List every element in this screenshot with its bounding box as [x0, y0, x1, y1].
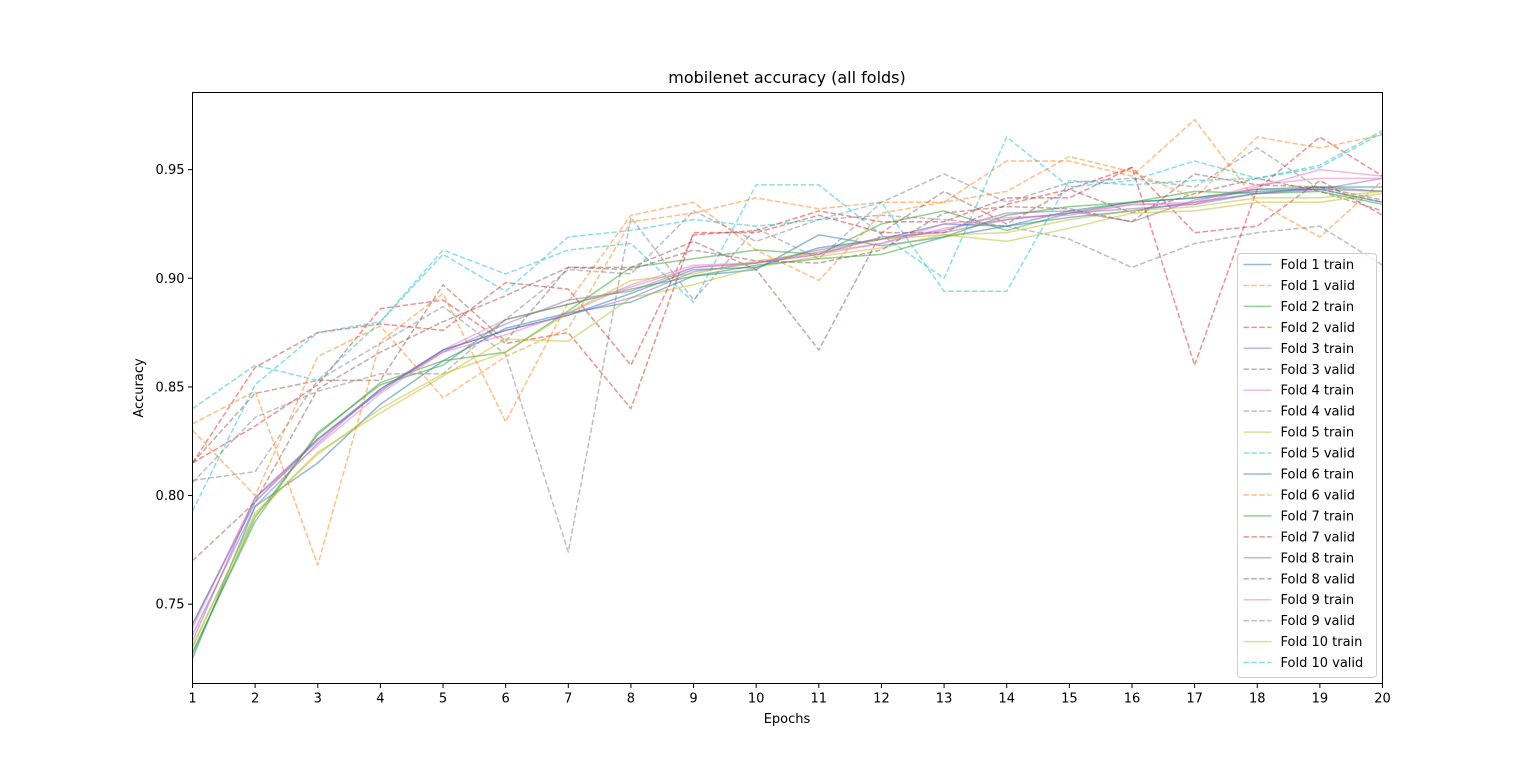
x-tick-label: 19 [1312, 692, 1329, 707]
x-tick-label: 2 [251, 692, 259, 707]
series-line-11 [191, 188, 1383, 625]
x-tick-label: 3 [314, 692, 322, 707]
series-line-6 [191, 177, 1383, 464]
legend-label: Fold 5 train [1281, 426, 1355, 441]
legend-label: Fold 1 valid [1281, 279, 1356, 294]
y-tick-label: 0.75 [156, 598, 185, 613]
x-tick-label: 6 [502, 692, 510, 707]
legend-label: Fold 9 train [1281, 593, 1355, 608]
legend-label: Fold 1 train [1281, 258, 1355, 273]
legend-label: Fold 3 train [1281, 342, 1355, 357]
series-line-19 [191, 190, 1383, 648]
chart-title: mobilenet accuracy (all folds) [668, 68, 906, 87]
legend: Fold 1 train Fold 1 valid Fold 2 train Fold… [1237, 253, 1377, 678]
legend-label: Fold 8 train [1281, 551, 1355, 566]
x-tick-label: 11 [811, 692, 828, 707]
legend-frame [1237, 253, 1377, 678]
series-line-20 [191, 129, 1383, 512]
legend-label: Fold 3 valid [1281, 363, 1356, 378]
plot-frame [192, 92, 1383, 684]
x-axis-title: Epochs [764, 712, 811, 727]
series-line-4 [192, 166, 1383, 464]
y-axis: 0.75 0.80 0.85 0.90 0.95 [156, 163, 193, 613]
x-tick-label: 5 [439, 692, 447, 707]
x-tick-label: 20 [1374, 692, 1391, 707]
legend-label: Fold 9 valid [1281, 614, 1356, 629]
x-axis: 1 2 3 4 5 6 7 8 9 10 11 12 13 14 15 16 17 18 19 20 [188, 683, 1391, 707]
legend-label: Fold 6 train [1281, 468, 1355, 483]
x-tick-label: 17 [1186, 692, 1203, 707]
plot-lines [191, 118, 1384, 659]
x-tick-label: 7 [564, 692, 572, 707]
x-tick-label: 15 [1061, 692, 1078, 707]
y-tick-label: 0.85 [156, 380, 185, 395]
legend-label: Fold 7 train [1281, 509, 1355, 524]
y-tick-label: 0.80 [156, 489, 185, 504]
series-line-12 [191, 134, 1383, 497]
y-tick-label: 0.95 [156, 163, 185, 178]
x-tick-label: 14 [998, 692, 1015, 707]
legend-label: Fold 2 valid [1281, 321, 1356, 336]
series-line-13 [191, 190, 1383, 653]
x-tick-label: 10 [748, 692, 765, 707]
series-line-2 [192, 118, 1384, 566]
legend-label: Fold 10 valid [1281, 656, 1364, 671]
series-line-8 [192, 147, 1383, 553]
x-tick-label: 13 [936, 692, 953, 707]
legend-label: Fold 8 valid [1281, 572, 1356, 587]
legend-label: Fold 5 valid [1281, 447, 1356, 462]
legend-label: Fold 6 valid [1281, 488, 1356, 503]
x-tick-label: 1 [188, 692, 196, 707]
y-axis-title: Accuracy [132, 358, 147, 418]
legend-label: Fold 4 valid [1281, 405, 1356, 420]
x-tick-label: 16 [1124, 692, 1141, 707]
legend-label: Fold 10 train [1281, 635, 1363, 650]
legend-label: Fold 4 train [1281, 384, 1355, 399]
x-tick-label: 18 [1249, 692, 1266, 707]
x-tick-label: 9 [689, 692, 697, 707]
legend-label: Fold 2 train [1281, 300, 1355, 315]
x-tick-label: 4 [376, 692, 384, 707]
series-line-17 [191, 177, 1383, 629]
x-tick-label: 12 [873, 692, 890, 707]
x-tick-label: 8 [627, 692, 635, 707]
series-line-14 [191, 136, 1383, 464]
legend-label: Fold 7 valid [1281, 530, 1356, 545]
y-tick-label: 0.90 [156, 272, 185, 287]
series-line-18 [191, 210, 1383, 484]
